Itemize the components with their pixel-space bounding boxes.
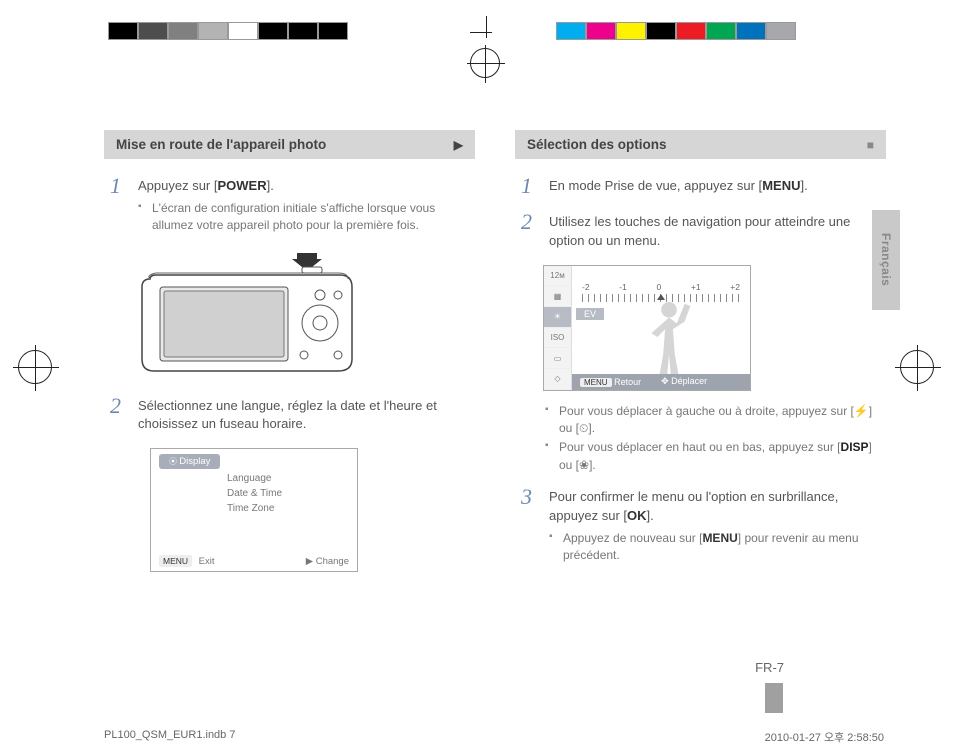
color-swatch bbox=[108, 22, 138, 40]
colorbar-left bbox=[108, 22, 348, 40]
section-heading-left-marker: ▶ bbox=[454, 138, 463, 152]
display-list-item: Time Zone bbox=[227, 501, 349, 516]
left-step1-bullet: L'écran de configuration initiale s'affi… bbox=[138, 200, 469, 235]
color-swatch bbox=[646, 22, 676, 40]
ev-tick-label: -1 bbox=[619, 282, 627, 292]
left-step-1: 1 Appuyez sur [POWER]. L'écran de config… bbox=[104, 175, 475, 237]
left-step1-text-a: Appuyez sur [ bbox=[138, 178, 218, 193]
right-step3-text-b: ]. bbox=[647, 508, 654, 523]
step-number-icon: 2 bbox=[110, 395, 128, 435]
display-chip: Display bbox=[159, 454, 220, 469]
color-swatch bbox=[676, 22, 706, 40]
registration-mark-right bbox=[900, 350, 934, 384]
right-step-1: 1 En mode Prise de vue, appuyez sur [MEN… bbox=[515, 175, 886, 197]
footer-filename: PL100_QSM_EUR1.indb 7 bbox=[104, 729, 235, 745]
printer-marks-top bbox=[0, 22, 954, 56]
disp-label: DISP bbox=[841, 440, 869, 454]
display-settings-illustration: Display LanguageDate & TimeTime Zone MEN… bbox=[150, 448, 358, 572]
page-number: FR-7 bbox=[755, 660, 784, 675]
ev-screen-illustration: 12м ▦ ☀ ISO ▭ ◇ -2 -1 0 +1 +2 EV bbox=[543, 265, 751, 391]
footer-timestamp: 2010-01-27 오후 2:58:50 bbox=[765, 729, 884, 745]
menu-tag: MENU bbox=[159, 555, 192, 567]
color-swatch bbox=[706, 22, 736, 40]
section-heading-left: Mise en route de l'appareil photo ▶ bbox=[104, 130, 475, 159]
step-number-icon: 2 bbox=[521, 211, 539, 251]
menu-label: MENU bbox=[762, 178, 800, 193]
power-label: POWER bbox=[218, 178, 267, 193]
print-footer: PL100_QSM_EUR1.indb 7 2010-01-27 오후 2:58… bbox=[104, 729, 884, 745]
ok-label: OK bbox=[627, 508, 647, 523]
right-step1-text-b: ]. bbox=[800, 178, 807, 193]
right-bullet-2: Pour vous déplacer en haut ou en bas, ap… bbox=[545, 439, 880, 474]
right-step2-text: Utilisez les touches de navigation pour … bbox=[549, 214, 850, 248]
right-step-2: 2 Utilisez les touches de navigation pou… bbox=[515, 211, 886, 251]
step-number-icon: 3 bbox=[521, 486, 539, 566]
left-step2-text: Sélectionnez une langue, réglez la date … bbox=[138, 398, 437, 432]
color-swatch bbox=[168, 22, 198, 40]
section-heading-right: Sélection des options ■ bbox=[515, 130, 886, 159]
step-number-icon: 1 bbox=[521, 175, 539, 197]
color-swatch bbox=[228, 22, 258, 40]
column-left: Mise en route de l'appareil photo ▶ 1 Ap… bbox=[104, 130, 475, 581]
right-step1-text-a: En mode Prise de vue, appuyez sur [ bbox=[549, 178, 762, 193]
page-number-tab bbox=[765, 683, 783, 713]
color-swatch bbox=[736, 22, 766, 40]
column-right: Sélection des options ■ 1 En mode Prise … bbox=[515, 130, 886, 581]
step-number-icon: 1 bbox=[110, 175, 128, 237]
display-foot-left: MENU Exit bbox=[159, 556, 215, 567]
ev-tick-label: 0 bbox=[656, 282, 661, 292]
menu-tag: MENU bbox=[580, 378, 612, 387]
menu-label: MENU bbox=[702, 531, 737, 545]
right-bullet-1: Pour vous déplacer à gauche ou à droite,… bbox=[545, 403, 880, 438]
color-swatch bbox=[318, 22, 348, 40]
ev-icon: ◇ bbox=[544, 369, 572, 390]
color-swatch bbox=[138, 22, 168, 40]
registration-mark-left bbox=[18, 350, 52, 384]
color-swatch bbox=[556, 22, 586, 40]
ev-tick-label: +1 bbox=[691, 282, 701, 292]
color-swatch bbox=[258, 22, 288, 40]
display-list-item: Language bbox=[227, 471, 349, 486]
child-silhouette-icon bbox=[639, 300, 699, 378]
ev-footer: MENU Retour ✥ Déplacer bbox=[572, 374, 750, 390]
color-swatch bbox=[198, 22, 228, 40]
right-step-3: 3 Pour confirmer le menu ou l'option en … bbox=[515, 486, 886, 566]
right-step3-text-a: Pour confirmer le menu ou l'option en su… bbox=[549, 489, 838, 523]
ev-icon: ▦ bbox=[544, 286, 572, 307]
display-list-item: Date & Time bbox=[227, 486, 349, 501]
ev-label: EV bbox=[576, 308, 604, 320]
page-body: Mise en route de l'appareil photo ▶ 1 Ap… bbox=[104, 130, 886, 581]
ev-tick-label: +2 bbox=[730, 282, 740, 292]
left-step1-text-b: ]. bbox=[267, 178, 274, 193]
section-heading-right-marker: ■ bbox=[867, 138, 874, 152]
ev-icon: 12м bbox=[544, 266, 572, 287]
registration-circle-top bbox=[470, 48, 500, 78]
section-heading-left-text: Mise en route de l'appareil photo bbox=[116, 137, 326, 152]
right-step3-bullet: Appuyez de nouveau sur [MENU] pour reven… bbox=[549, 530, 880, 565]
left-step-2: 2 Sélectionnez une langue, réglez la dat… bbox=[104, 395, 475, 435]
ev-icon-active: ☀ bbox=[544, 307, 572, 328]
color-swatch bbox=[766, 22, 796, 40]
ev-left-iconbar: 12м ▦ ☀ ISO ▭ ◇ bbox=[544, 266, 572, 390]
ev-tick-label: -2 bbox=[582, 282, 590, 292]
section-heading-right-text: Sélection des options bbox=[527, 137, 667, 152]
ev-icon: ISO bbox=[544, 328, 572, 349]
color-swatch bbox=[616, 22, 646, 40]
display-foot-right: ▶ Change bbox=[306, 556, 349, 567]
color-swatch bbox=[586, 22, 616, 40]
colorbar-right bbox=[556, 22, 796, 40]
ev-icon: ▭ bbox=[544, 348, 572, 369]
color-swatch bbox=[288, 22, 318, 40]
camera-illustration bbox=[132, 251, 475, 381]
